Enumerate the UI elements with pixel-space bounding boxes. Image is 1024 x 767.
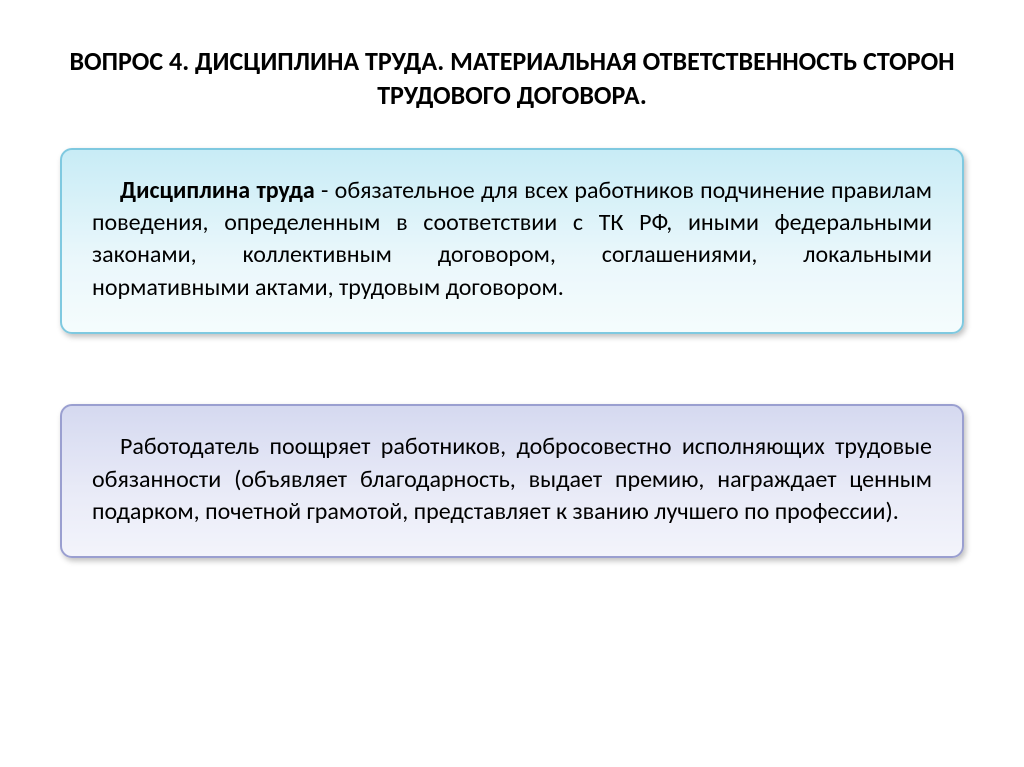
slide-container: ВОПРОС 4. ДИСЦИПЛИНА ТРУДА. МАТЕРИАЛЬНАЯ… (0, 0, 1024, 767)
info-body: Работодатель поощряет работников, доброс… (92, 432, 932, 526)
info-box: Работодатель поощряет работников, доброс… (60, 404, 964, 558)
definition-box: Дисциплина труда - обязательное для всех… (60, 148, 964, 335)
slide-title: ВОПРОС 4. ДИСЦИПЛИНА ТРУДА. МАТЕРИАЛЬНАЯ… (60, 45, 964, 113)
definition-term: Дисциплина труда (120, 176, 315, 205)
info-text: Работодатель поощряет работников, доброс… (92, 431, 932, 528)
definition-text: Дисциплина труда - обязательное для всех… (92, 175, 932, 305)
